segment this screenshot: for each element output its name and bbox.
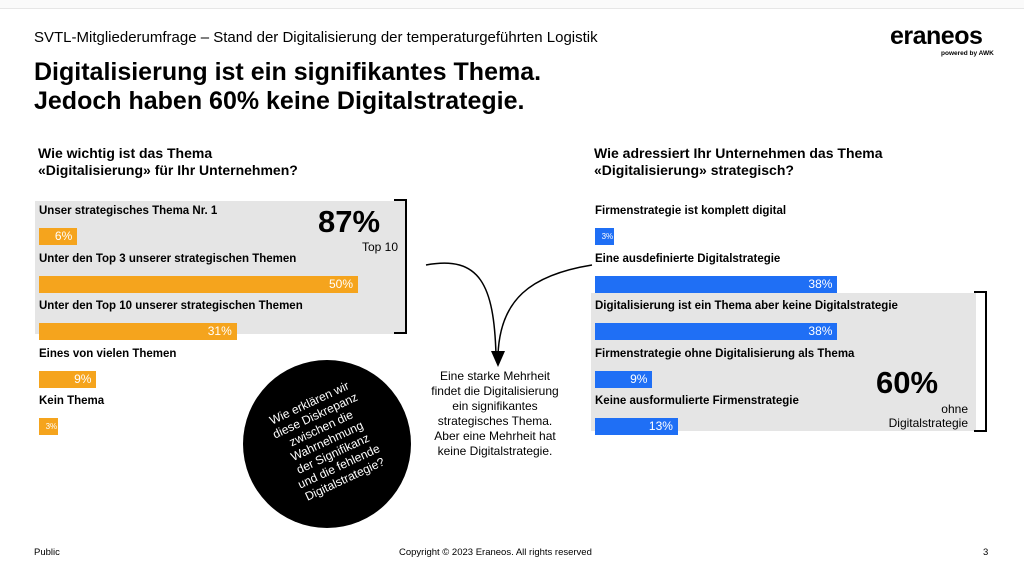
footer-page-number: 3 [983,547,989,558]
category-label: Eine ausdefinierte Digitalstrategie [595,252,781,265]
bar [595,418,678,435]
left-highlight-box [35,201,405,334]
right-highlight-label-line-1: ohne [941,402,968,416]
bar [595,370,653,388]
logo-subline: powered by AWK [941,50,994,57]
question-circle [243,360,411,528]
left-highlight-label: Top 10 [361,240,398,254]
right-bracket [974,291,987,432]
footer-copyright: Copyright © 2023 Eraneos. All rights res… [399,547,592,558]
bar-value-label: 9% [630,371,648,386]
middle-line-5: Aber eine Mehrheit hat [434,429,556,443]
window-top-border [0,0,1024,9]
right-highlight-box [591,293,976,431]
bar-value-label: 13% [648,419,673,433]
bar [39,228,78,245]
middle-line-3: ein signifikantes [452,399,538,413]
category-label: Firmenstrategie ohne Digitalisierung als… [595,347,855,360]
right-highlight-label: ohne Digitalstrategie [848,402,968,430]
category-label: Unser strategisches Thema Nr. 1 [39,205,218,217]
bar-value-label: 3% [45,422,58,431]
bar-value-label: 38% [808,276,833,291]
bar [39,418,59,435]
middle-conclusion-text: Eine starke Mehrheit findet die Digitali… [405,369,585,459]
bar-value-label: 6% [54,229,73,243]
right-highlight-label-line-2: Digitalstrategie [888,416,968,430]
bar-value-label: 31% [207,324,232,338]
middle-line-6: keine Digitalstrategie. [437,444,553,458]
category-label: Digitalisierung ist ein Thema aber keine… [595,300,898,312]
slide-title: Digitalisierung ist ein signifikantes Th… [34,58,541,116]
bar [595,228,615,245]
left-highlight-value: 87% [318,204,381,239]
bar [39,323,237,340]
bar-value-label: 50% [328,276,353,291]
title-line-1: Digitalisierung ist ein signifikantes Th… [34,58,542,86]
middle-line-1: Eine starke Mehrheit [439,369,551,383]
left-question-line-1: Wie wichtig ist das Thema [38,145,213,161]
bar-value-label: 38% [808,324,833,338]
slide-kicker: SVTL-Mitgliederumfrage – Stand der Digit… [34,29,598,46]
bar [39,275,358,293]
right-question-line-1: Wie adressiert Ihr Unternehmen das Thema [594,145,883,161]
converging-arrows [425,262,593,367]
category-label: Firmenstrategie ist komplett digital [595,205,787,217]
middle-line-4: strategisches Thema. [437,414,553,428]
bar [39,370,97,388]
left-question: Wie wichtig ist das Thema «Digitalisieru… [38,145,298,179]
left-question-line-2: «Digitalisierung» für Ihr Unternehmen? [38,162,298,178]
right-question: Wie adressiert Ihr Unternehmen das Thema… [594,145,883,179]
eraneos-logo: eraneos [890,22,983,50]
bar-value-label: 3% [601,232,614,241]
bar [595,275,838,293]
category-label: Unter den Top 10 unserer strategischen T… [39,300,303,312]
left-bracket [394,199,407,334]
category-label: Unter den Top 3 unserer strategischen Th… [39,252,297,265]
title-line-2: Jedoch haben 60% keine Digitalstrategie. [34,87,525,115]
right-question-line-2: «Digitalisierung» strategisch? [594,162,794,178]
right-highlight-value: 60% [876,365,939,400]
category-label: Eines von vielen Themen [39,347,177,360]
bar [595,323,838,340]
middle-line-2: findet die Digitalisierung [431,384,559,398]
bar-value-label: 9% [74,371,92,386]
footer-classification: Public [34,547,60,558]
category-label: Kein Thema [39,395,105,407]
category-label: Keine ausformulierte Firmenstrategie [595,395,799,407]
